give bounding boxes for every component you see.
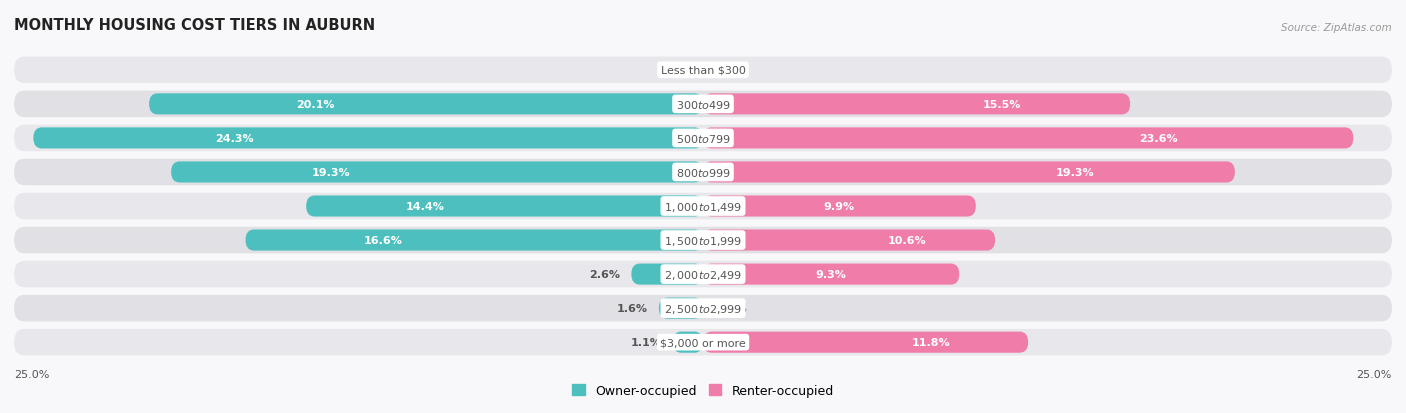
Text: 0.0%: 0.0% (658, 66, 689, 76)
FancyBboxPatch shape (172, 162, 703, 183)
Text: 20.1%: 20.1% (297, 100, 335, 109)
Text: 0.0%: 0.0% (717, 66, 748, 76)
FancyBboxPatch shape (703, 230, 995, 251)
Text: 23.6%: 23.6% (1139, 133, 1178, 144)
Text: 0.0%: 0.0% (717, 304, 748, 313)
Text: $2,500 to $2,999: $2,500 to $2,999 (664, 302, 742, 315)
Text: 2.6%: 2.6% (589, 269, 620, 280)
FancyBboxPatch shape (307, 196, 703, 217)
FancyBboxPatch shape (703, 162, 1234, 183)
Legend: Owner-occupied, Renter-occupied: Owner-occupied, Renter-occupied (568, 379, 838, 402)
FancyBboxPatch shape (34, 128, 703, 149)
Text: 25.0%: 25.0% (14, 370, 49, 380)
FancyBboxPatch shape (659, 298, 703, 319)
FancyBboxPatch shape (14, 91, 1392, 118)
Text: 11.8%: 11.8% (911, 337, 950, 347)
FancyBboxPatch shape (703, 332, 1028, 353)
FancyBboxPatch shape (703, 94, 1130, 115)
Text: 14.4%: 14.4% (406, 202, 444, 211)
Text: $1,500 to $1,999: $1,500 to $1,999 (664, 234, 742, 247)
FancyBboxPatch shape (14, 295, 1392, 322)
FancyBboxPatch shape (14, 261, 1392, 288)
Text: 10.6%: 10.6% (889, 235, 927, 245)
Text: $800 to $999: $800 to $999 (675, 166, 731, 178)
FancyBboxPatch shape (246, 230, 703, 251)
FancyBboxPatch shape (14, 193, 1392, 220)
Text: 16.6%: 16.6% (363, 235, 402, 245)
FancyBboxPatch shape (14, 125, 1392, 152)
Text: $1,000 to $1,499: $1,000 to $1,499 (664, 200, 742, 213)
Text: 24.3%: 24.3% (215, 133, 253, 144)
FancyBboxPatch shape (631, 264, 703, 285)
FancyBboxPatch shape (703, 128, 1354, 149)
Text: Source: ZipAtlas.com: Source: ZipAtlas.com (1281, 24, 1392, 33)
FancyBboxPatch shape (703, 196, 976, 217)
Text: $300 to $499: $300 to $499 (675, 99, 731, 111)
Text: 19.3%: 19.3% (311, 168, 350, 178)
FancyBboxPatch shape (14, 57, 1392, 84)
Text: 9.3%: 9.3% (815, 269, 846, 280)
Text: 1.6%: 1.6% (617, 304, 648, 313)
FancyBboxPatch shape (672, 332, 703, 353)
FancyBboxPatch shape (14, 329, 1392, 356)
Text: 25.0%: 25.0% (1357, 370, 1392, 380)
Text: $2,000 to $2,499: $2,000 to $2,499 (664, 268, 742, 281)
Text: 1.1%: 1.1% (631, 337, 662, 347)
FancyBboxPatch shape (14, 159, 1392, 186)
Text: 15.5%: 15.5% (983, 100, 1021, 109)
Text: MONTHLY HOUSING COST TIERS IN AUBURN: MONTHLY HOUSING COST TIERS IN AUBURN (14, 18, 375, 33)
Text: $500 to $799: $500 to $799 (675, 133, 731, 145)
FancyBboxPatch shape (149, 94, 703, 115)
FancyBboxPatch shape (14, 227, 1392, 254)
Text: 9.9%: 9.9% (824, 202, 855, 211)
Text: 19.3%: 19.3% (1056, 168, 1095, 178)
Text: Less than $300: Less than $300 (661, 66, 745, 76)
FancyBboxPatch shape (703, 264, 959, 285)
Text: $3,000 or more: $3,000 or more (661, 337, 745, 347)
